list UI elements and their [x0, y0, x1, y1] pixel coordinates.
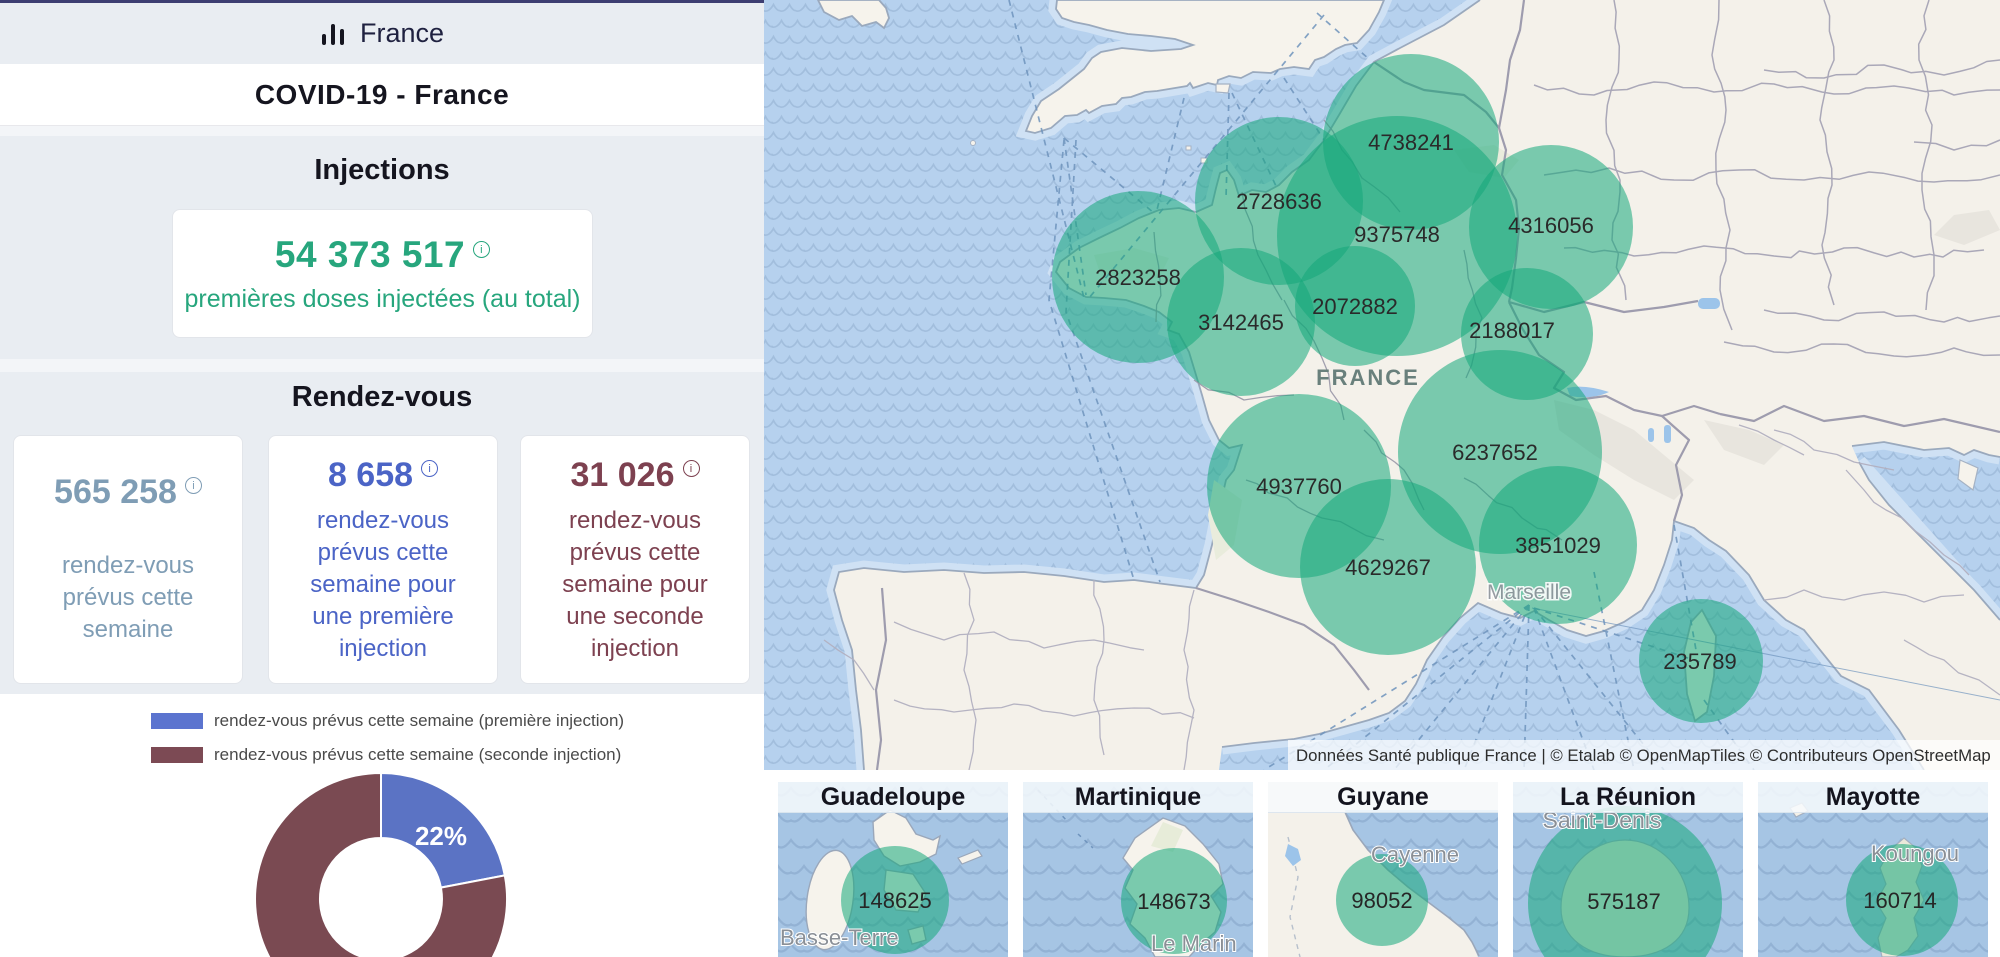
svg-text:160714: 160714	[1863, 888, 1936, 913]
svg-text:148673: 148673	[1137, 889, 1210, 914]
svg-text:Cayenne: Cayenne	[1371, 842, 1459, 867]
svg-text:3142465: 3142465	[1198, 310, 1284, 335]
svg-text:235789: 235789	[1663, 649, 1736, 674]
svg-text:2072882: 2072882	[1312, 294, 1398, 319]
svg-text:Le Marin: Le Marin	[1151, 931, 1237, 956]
svg-text:9375748: 9375748	[1354, 222, 1440, 247]
svg-text:Koungou: Koungou	[1871, 841, 1959, 866]
svg-text:22%: 22%	[415, 821, 467, 851]
svg-text:4629267: 4629267	[1345, 555, 1431, 580]
svg-text:2188017: 2188017	[1469, 318, 1555, 343]
svg-text:148625: 148625	[858, 888, 931, 913]
svg-text:Marseille: Marseille	[1487, 581, 1571, 604]
svg-text:575187: 575187	[1587, 889, 1660, 914]
svg-text:4316056: 4316056	[1508, 213, 1594, 238]
svg-text:3851029: 3851029	[1515, 533, 1601, 558]
svg-text:Données Santé publique France: Données Santé publique France | © Etalab…	[1296, 746, 1991, 765]
svg-text:4937760: 4937760	[1256, 474, 1342, 499]
svg-text:98052: 98052	[1351, 888, 1412, 913]
svg-text:FRANCE: FRANCE	[1316, 365, 1420, 390]
svg-text:4738241: 4738241	[1368, 130, 1454, 155]
svg-text:2728636: 2728636	[1236, 189, 1322, 214]
svg-text:6237652: 6237652	[1452, 440, 1538, 465]
svg-text:Basse-Terre: Basse-Terre	[780, 925, 899, 950]
svg-text:2823258: 2823258	[1095, 265, 1181, 290]
